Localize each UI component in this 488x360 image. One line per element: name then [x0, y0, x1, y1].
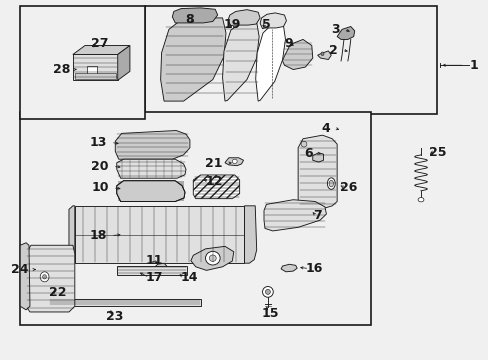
- Text: 15: 15: [261, 307, 279, 320]
- Bar: [75, 73, 116, 79]
- Text: 7: 7: [312, 210, 321, 222]
- Text: 14: 14: [180, 271, 197, 284]
- Ellipse shape: [327, 178, 334, 189]
- Text: 11: 11: [146, 254, 163, 267]
- Polygon shape: [298, 135, 336, 210]
- Text: 26: 26: [339, 181, 356, 194]
- Polygon shape: [69, 206, 75, 263]
- Text: 23: 23: [105, 310, 122, 323]
- Ellipse shape: [209, 255, 216, 261]
- Text: 4: 4: [321, 122, 330, 135]
- Polygon shape: [26, 245, 75, 312]
- Polygon shape: [193, 175, 239, 199]
- Polygon shape: [222, 21, 259, 101]
- Text: 6: 6: [304, 147, 313, 159]
- Text: 18: 18: [89, 229, 107, 242]
- Polygon shape: [224, 158, 243, 166]
- Polygon shape: [260, 13, 286, 29]
- Polygon shape: [281, 264, 297, 272]
- Polygon shape: [20, 243, 30, 310]
- Text: 20: 20: [91, 160, 109, 173]
- Ellipse shape: [417, 198, 423, 202]
- Bar: [144, 6, 436, 114]
- Polygon shape: [264, 200, 326, 231]
- Polygon shape: [244, 206, 256, 263]
- Bar: [20, 6, 144, 119]
- Text: 28: 28: [52, 63, 70, 76]
- Polygon shape: [160, 18, 225, 101]
- Polygon shape: [190, 246, 233, 270]
- Bar: [75, 206, 244, 263]
- Polygon shape: [154, 263, 167, 273]
- Text: 1: 1: [469, 59, 478, 72]
- Text: 27: 27: [91, 37, 109, 50]
- Ellipse shape: [321, 52, 324, 55]
- Bar: [86, 66, 97, 74]
- Text: 13: 13: [89, 136, 107, 149]
- Text: 12: 12: [205, 175, 223, 188]
- Text: 5: 5: [261, 18, 270, 31]
- Ellipse shape: [301, 141, 306, 147]
- Polygon shape: [312, 153, 323, 162]
- Bar: [118, 181, 183, 201]
- Ellipse shape: [301, 202, 306, 207]
- Text: 3: 3: [330, 23, 339, 36]
- Text: 24: 24: [11, 263, 28, 276]
- Polygon shape: [117, 181, 184, 202]
- Polygon shape: [73, 45, 130, 54]
- Ellipse shape: [42, 275, 46, 279]
- Polygon shape: [255, 24, 285, 101]
- Text: 16: 16: [305, 262, 322, 275]
- Ellipse shape: [205, 251, 220, 265]
- Text: 21: 21: [204, 157, 222, 170]
- Text: 10: 10: [91, 181, 109, 194]
- Polygon shape: [118, 45, 130, 80]
- Text: 2: 2: [329, 44, 337, 57]
- Polygon shape: [317, 51, 330, 59]
- Bar: [117, 266, 187, 275]
- Ellipse shape: [40, 272, 49, 282]
- Text: 17: 17: [145, 271, 163, 284]
- Text: 19: 19: [223, 18, 241, 31]
- Polygon shape: [227, 10, 260, 26]
- Text: 22: 22: [49, 287, 67, 300]
- Polygon shape: [282, 40, 312, 69]
- Ellipse shape: [262, 287, 273, 297]
- Bar: [49, 299, 200, 306]
- Polygon shape: [172, 8, 217, 23]
- Bar: [73, 54, 118, 80]
- Text: 9: 9: [284, 36, 292, 50]
- Ellipse shape: [328, 180, 333, 187]
- Text: 8: 8: [184, 13, 193, 26]
- Bar: [20, 112, 370, 325]
- Polygon shape: [336, 27, 354, 40]
- Polygon shape: [115, 131, 189, 159]
- Text: 25: 25: [428, 145, 446, 158]
- Ellipse shape: [265, 289, 270, 294]
- Polygon shape: [117, 159, 185, 178]
- Ellipse shape: [232, 159, 237, 163]
